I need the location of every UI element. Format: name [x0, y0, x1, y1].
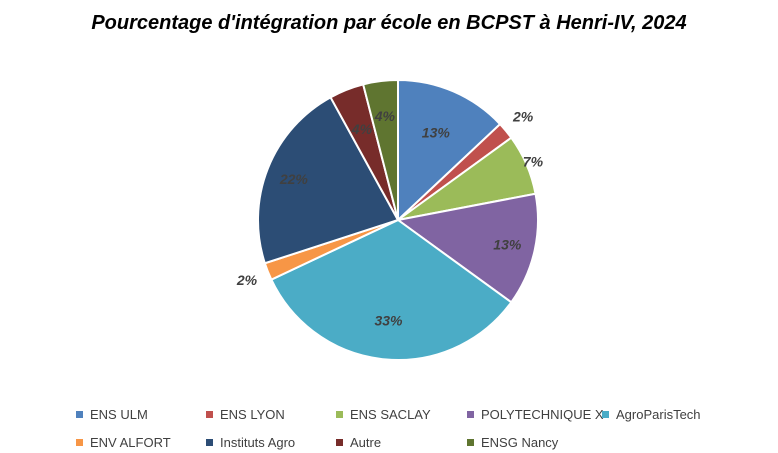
- legend-label: ENSG Nancy: [481, 435, 559, 450]
- legend-label: ENS SACLAY: [350, 407, 431, 422]
- data-label-instituts-agro: 22%: [279, 171, 309, 187]
- data-label-polytechnique-x: 13%: [493, 236, 522, 252]
- chart-title: Pourcentage d'intégration par école en B…: [91, 12, 687, 34]
- legend-item: ENS SACLAY: [336, 407, 431, 422]
- data-label-ens-ulm: 13%: [422, 125, 451, 141]
- legend-swatch: [467, 411, 474, 418]
- legend-label: ENV ALFORT: [90, 435, 171, 450]
- legend-swatch: [76, 439, 83, 446]
- legend-item: ENSG Nancy: [467, 435, 558, 450]
- legend-label: AgroParisTech: [616, 407, 701, 422]
- pie-slice-agroparistech: [269, 218, 513, 361]
- legend-swatch: [467, 439, 474, 446]
- pie-slice-instituts-agro: [257, 95, 400, 265]
- legend-item: POLYTECHNIQUE X: [467, 407, 604, 422]
- legend-swatch: [206, 411, 213, 418]
- data-label-agroparistech: 33%: [374, 312, 403, 328]
- legend-item: ENV ALFORT: [76, 435, 171, 450]
- legend-label: Autre: [350, 435, 382, 450]
- legend-item: ENS ULM: [76, 407, 148, 422]
- legend-item: Instituts Agro: [206, 435, 295, 450]
- pie-slice-polytechnique-x: [395, 192, 539, 304]
- legend-label: ENS LYON: [220, 407, 285, 422]
- legend-item: Autre: [336, 435, 381, 450]
- data-label-ensg-nancy: 4%: [374, 108, 396, 124]
- pie-slice-ensg-nancy: [361, 78, 399, 221]
- pie-slices: [257, 78, 539, 361]
- data-label-env-alfort: 2%: [236, 272, 258, 288]
- pie-slice-ens-ulm: [397, 78, 502, 223]
- legend-label: ENS ULM: [90, 407, 148, 422]
- legend-item: ENS LYON: [206, 407, 285, 422]
- legend-label: POLYTECHNIQUE X: [481, 407, 604, 422]
- legend-swatch: [206, 439, 213, 446]
- legend-row: ENS ULM ENS LYON ENS SACLAY POLYTECHNIQUE X…: [0, 407, 778, 427]
- legend-row: ENV ALFORT Instituts Agro Autre ENSG Nancy: [0, 435, 778, 453]
- pie-labels: 13% 2% 7% 13% 33% 2% 22% 4%4%: [236, 108, 544, 329]
- legend-item: AgroParisTech: [602, 407, 701, 422]
- legend-swatch: [602, 411, 609, 418]
- legend-swatch: [336, 439, 343, 446]
- data-label-ens-lyon: 2%: [512, 108, 534, 124]
- legend-swatch: [76, 411, 83, 418]
- data-label-ens-saclay: 7%: [523, 154, 544, 170]
- legend-label: Instituts Agro: [220, 435, 296, 450]
- legend-swatch: [336, 411, 343, 418]
- data-label-autre: 4%: [351, 121, 373, 137]
